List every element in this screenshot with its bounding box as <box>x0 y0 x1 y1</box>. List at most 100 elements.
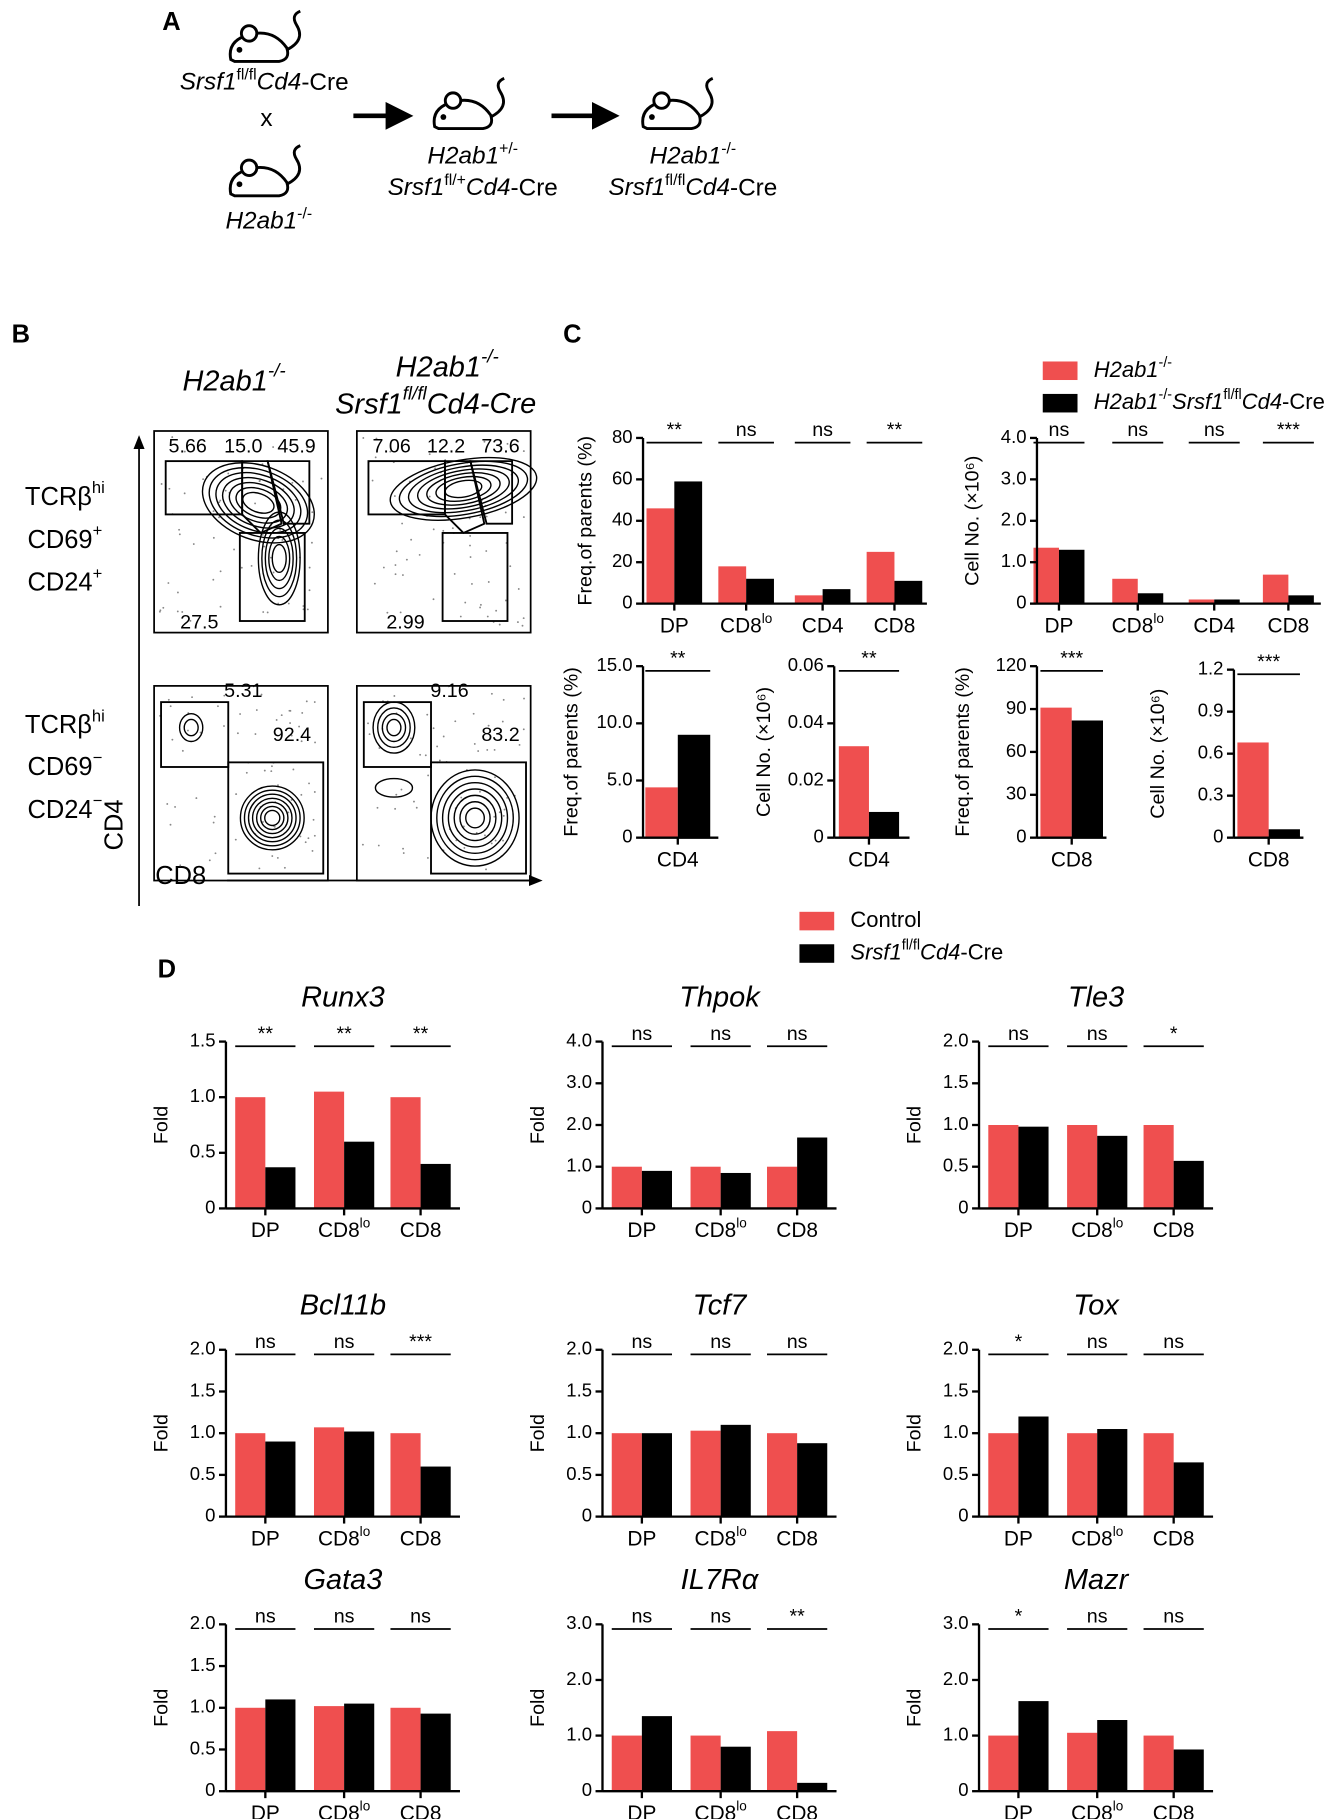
x-tick-label: DP <box>251 1802 280 1819</box>
event-dot <box>453 573 456 575</box>
bar <box>1137 593 1164 604</box>
event-dot <box>494 839 497 842</box>
event-dot <box>212 536 215 539</box>
x-tick-label: DP <box>1004 1219 1033 1242</box>
contour <box>264 809 281 827</box>
legend-label: H2ab1-/-Srsf1fl/flCd4-Cre <box>1094 387 1325 414</box>
event-dot <box>263 545 266 548</box>
text-part: lo <box>736 1798 747 1813</box>
contour <box>426 472 501 506</box>
event-dot <box>368 733 371 736</box>
bar <box>746 578 774 604</box>
y-tick-label: 0 <box>582 1504 592 1525</box>
genotype: H2ab1-/- <box>650 140 737 170</box>
significance-label: ** <box>336 1023 352 1045</box>
event-dot <box>479 606 482 609</box>
event-dot <box>395 550 398 553</box>
event-dot <box>218 501 221 504</box>
event-dot <box>168 487 171 490</box>
significance-label: ns <box>736 419 757 441</box>
bar <box>390 1097 421 1209</box>
event-dot <box>393 495 396 497</box>
y-tick-label: 2.0 <box>1001 509 1027 530</box>
event-dot <box>307 837 310 840</box>
event-dot <box>223 725 225 727</box>
panel-label: B <box>12 321 30 349</box>
y-tick-label: 0 <box>622 592 632 613</box>
event-dot <box>454 720 457 723</box>
column-header: H2ab1-/- <box>183 360 286 397</box>
x-tick-label: CD8lo <box>1071 1216 1123 1242</box>
gate <box>367 460 446 516</box>
event-dot <box>162 606 165 609</box>
text-part: fl/fl <box>1223 387 1241 403</box>
significance-label: ** <box>413 1023 429 1045</box>
event-dot <box>498 811 501 814</box>
x-tick-label: CD8lo <box>318 1798 370 1819</box>
text-part: lo <box>736 1524 747 1539</box>
event-dot <box>233 548 235 551</box>
event-dot <box>522 728 525 731</box>
bar <box>1097 1720 1128 1792</box>
y-axis-label: Fold <box>527 1689 549 1727</box>
y-axis-label: Fold <box>527 1106 549 1144</box>
bar <box>988 1124 1019 1209</box>
y-tick-label: 0 <box>1016 592 1026 613</box>
x-tick-label: CD8lo <box>1071 1798 1123 1819</box>
y-tick-label: 2.0 <box>943 1029 969 1050</box>
bar <box>344 1703 375 1792</box>
legend-label: Srsf1fl/flCd4-Cre <box>850 937 1003 964</box>
flow-plots <box>153 430 538 882</box>
y-tick-label: 0 <box>1213 826 1223 847</box>
text-part: -/- <box>268 360 286 381</box>
significance-label: * <box>1015 1606 1023 1628</box>
bar <box>1097 1429 1128 1517</box>
event-dot <box>428 495 431 498</box>
event-dot <box>487 581 490 583</box>
text-part: Cd4 <box>257 69 302 96</box>
event-dot <box>178 533 181 536</box>
event-dot <box>409 737 412 740</box>
gate-value: 5.31 <box>224 680 262 702</box>
event-dot <box>181 611 184 613</box>
y-tick-label: 0 <box>205 1504 215 1525</box>
event-dot <box>271 855 274 857</box>
event-dot <box>236 732 239 735</box>
gate-value: 45.9 <box>277 435 315 457</box>
bar <box>720 1746 751 1792</box>
event-dot <box>290 799 293 801</box>
event-dot <box>311 511 314 514</box>
text-part: Srsf1 <box>388 174 445 201</box>
event-dot <box>394 564 397 566</box>
y-tick-label: 2.0 <box>566 1668 592 1689</box>
text-part: Cd4 <box>427 388 480 420</box>
y-tick-label: 0.3 <box>1198 784 1224 805</box>
bar <box>1143 1433 1174 1517</box>
event-dot <box>426 713 429 716</box>
event-dot <box>374 456 377 459</box>
event-dot <box>432 598 435 601</box>
event-dot <box>521 624 524 627</box>
event-dot <box>192 543 195 545</box>
y-tick-label: 30 <box>1006 783 1027 804</box>
contour <box>178 713 204 743</box>
y-tick-label: 1.0 <box>566 1421 592 1442</box>
x-tick-label: CD4 <box>1193 614 1235 637</box>
event-dot <box>517 588 520 590</box>
event-dot <box>400 788 403 791</box>
event-dot <box>432 528 435 531</box>
event-dot <box>159 609 162 612</box>
contour <box>430 769 520 867</box>
event-dot <box>195 797 198 799</box>
bar <box>797 1443 828 1517</box>
genotype: Srsf1fl/flCd4-Cre <box>608 172 777 202</box>
event-dot <box>382 566 385 569</box>
event-dot <box>522 516 525 519</box>
x-tick-label: DP <box>1044 614 1073 637</box>
significance-label: ns <box>1087 1331 1108 1353</box>
event-dot <box>313 791 316 793</box>
gate <box>266 460 311 525</box>
text-part: lo <box>1113 1216 1124 1231</box>
x-tick-label: CD8 <box>1051 848 1093 871</box>
event-dot <box>375 437 378 440</box>
